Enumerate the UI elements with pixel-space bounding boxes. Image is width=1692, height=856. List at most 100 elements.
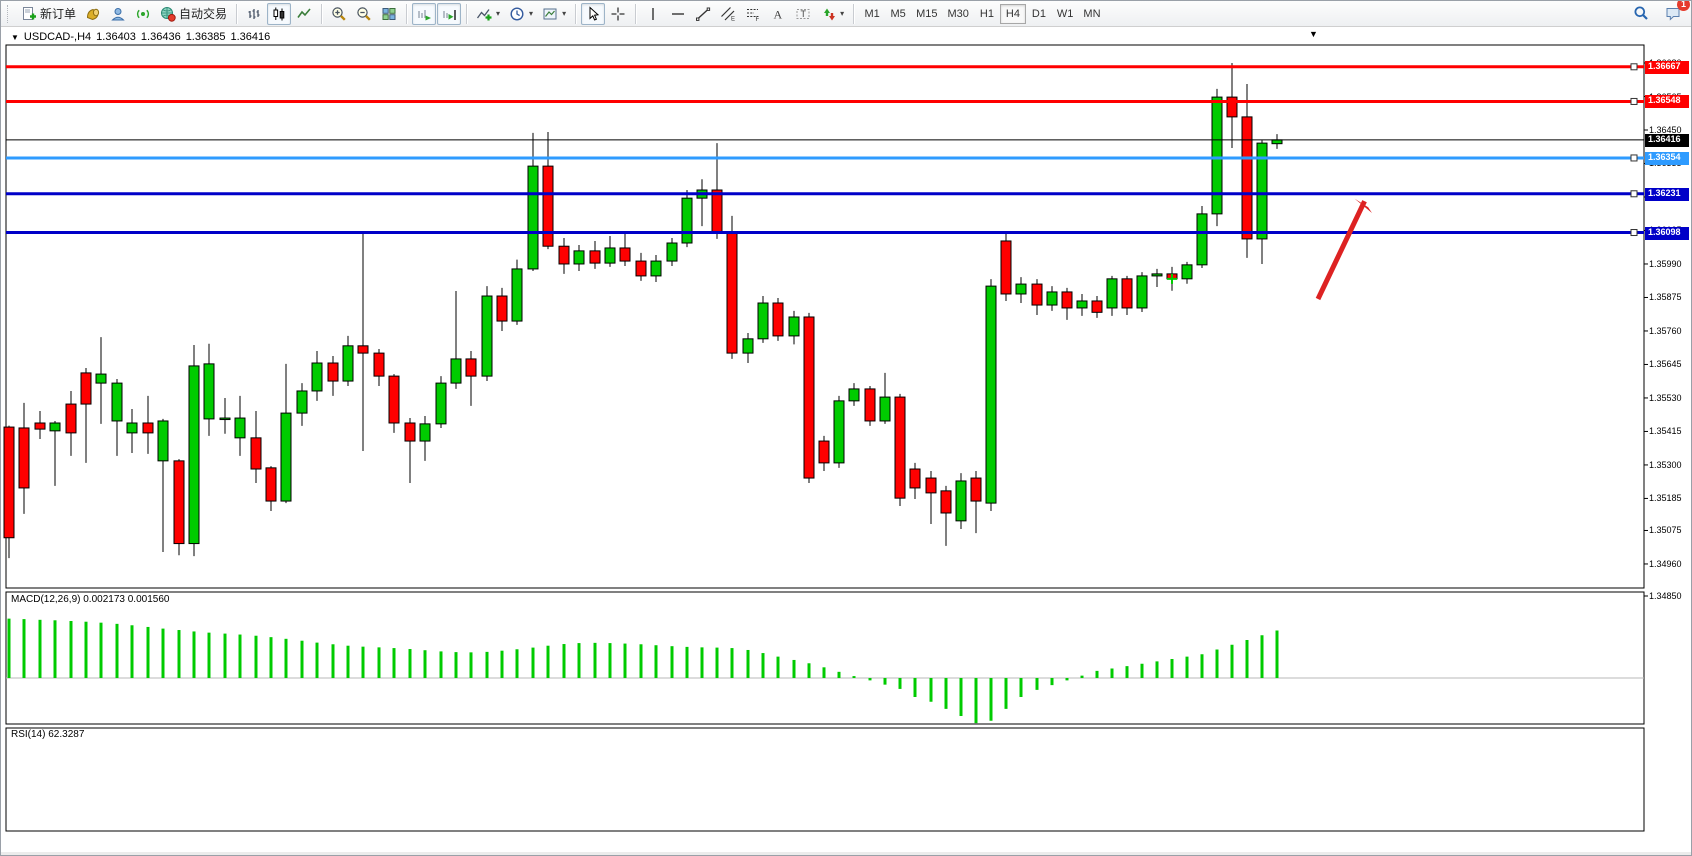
crosshair-tool-button[interactable]	[606, 3, 630, 25]
price-axis-tick-label: 1.35300	[1649, 459, 1682, 470]
candle	[1031, 283, 1043, 306]
text-label-icon: T	[795, 6, 811, 22]
candle	[419, 423, 431, 442]
notifications-button[interactable]: 1	[1661, 1, 1690, 24]
line-anchor-handle[interactable]	[1630, 229, 1638, 237]
svg-text:A: A	[774, 7, 783, 21]
candle	[342, 345, 354, 382]
candle	[1226, 96, 1238, 118]
timeframe-button-m30[interactable]: M30	[943, 4, 974, 24]
candle	[219, 417, 231, 421]
chart-title: ▼ USDCAD-,H4 1.36403 1.36436 1.36385 1.3…	[11, 31, 270, 43]
toolbar-separator	[635, 3, 637, 24]
arrow-annotation-head[interactable]	[1354, 198, 1372, 213]
macd-indicator-label: MACD(12,26,9) 0.002173 0.001560	[11, 594, 170, 605]
candle	[95, 373, 107, 384]
text-tool-icon: A	[770, 6, 786, 22]
text-label-tool-button[interactable]: T	[791, 3, 815, 25]
price-axis-tick-label: 1.34850	[1649, 591, 1682, 601]
periods-button[interactable]: ▾	[505, 3, 537, 25]
new-order-button[interactable]: 新订单	[17, 3, 80, 25]
tile-windows-icon	[381, 6, 397, 22]
timeframe-button-d1[interactable]: D1	[1026, 4, 1052, 24]
timeframe-button-h4[interactable]: H4	[999, 3, 1026, 24]
zoom-out-button[interactable]	[352, 3, 376, 25]
price-axis-tick-label: 1.35990	[1649, 258, 1682, 269]
candle	[188, 365, 200, 545]
candlestick-chart-button[interactable]	[267, 2, 292, 25]
candle	[558, 245, 570, 265]
candle	[465, 358, 477, 377]
arrow-annotation[interactable]	[1315, 200, 1367, 301]
auto-scroll-button[interactable]	[412, 2, 437, 25]
text-tool-button[interactable]: A	[766, 3, 790, 25]
bar-chart-button[interactable]	[242, 3, 266, 25]
timeframe-button-m1[interactable]: M1	[859, 4, 885, 24]
timeframe-button-h1[interactable]: H1	[974, 4, 1000, 24]
autotrading-button[interactable]: 自动交易	[156, 3, 231, 25]
toolbar-separator	[321, 3, 323, 24]
horizontal-line-tool-button[interactable]	[666, 3, 690, 25]
line-chart-button[interactable]	[292, 3, 316, 25]
chart-collapse-icon[interactable]: ▼	[11, 32, 19, 42]
chart-window[interactable]: ▼ USDCAD-,H4 1.36403 1.36436 1.36385 1.3…	[1, 28, 1692, 856]
search-button[interactable]	[1629, 2, 1653, 24]
price-axis-tick-label: 1.36450	[1649, 125, 1682, 135]
indicators-button[interactable]: ▾	[472, 3, 504, 25]
line-anchor-handle[interactable]	[1630, 190, 1638, 198]
chart-shift-button[interactable]	[437, 2, 462, 25]
chart-shift-marker[interactable]: ▼	[1309, 29, 1318, 39]
candle	[388, 375, 400, 424]
candle	[940, 490, 952, 514]
candle	[80, 372, 92, 405]
new-order-icon	[21, 6, 37, 22]
plus-marker-object[interactable]	[1167, 273, 1177, 284]
arrows-tool-button[interactable]: ▾	[816, 3, 848, 25]
alerts-button[interactable]	[81, 3, 105, 25]
tile-windows-button[interactable]	[377, 3, 401, 25]
chart-open-value: 1.36403	[96, 31, 136, 43]
dropdown-caret-icon: ▾	[840, 9, 845, 18]
candle	[1211, 96, 1223, 215]
chart-canvas[interactable]	[1, 28, 1692, 856]
signals-button[interactable]	[131, 3, 155, 25]
candle	[818, 440, 830, 464]
price-line-tag: 1.36231	[1645, 187, 1689, 201]
zoom-in-button[interactable]	[327, 3, 351, 25]
candle	[711, 189, 723, 233]
line-anchor-handle[interactable]	[1630, 97, 1638, 105]
candle	[435, 382, 447, 425]
toolbar-separator	[236, 3, 238, 24]
candle	[1241, 116, 1253, 240]
vertical-line-tool-button[interactable]	[641, 3, 665, 25]
candle	[527, 165, 539, 270]
templates-button[interactable]: ▾	[538, 3, 570, 25]
timeframe-button-m15[interactable]: M15	[911, 4, 942, 24]
line-anchor-handle[interactable]	[1630, 154, 1638, 162]
cursor-tool-button[interactable]	[581, 2, 606, 25]
candle	[742, 338, 754, 354]
search-icon	[1633, 5, 1649, 21]
timeframe-button-w1[interactable]: W1	[1052, 4, 1079, 24]
trendline-tool-button[interactable]	[691, 3, 715, 25]
candle	[173, 460, 185, 545]
channel-tool-button[interactable]: E	[716, 3, 740, 25]
toolbar-grip[interactable]	[7, 4, 13, 23]
candle	[604, 247, 616, 264]
fibonacci-tool-button[interactable]: F	[741, 3, 765, 25]
candle	[373, 352, 385, 377]
line-anchor-handle[interactable]	[1630, 63, 1638, 71]
dropdown-caret-icon: ▾	[496, 9, 501, 18]
current-price-tag: 1.36416	[1645, 133, 1689, 147]
candle	[234, 417, 246, 439]
candle	[511, 268, 523, 322]
candle	[1181, 264, 1193, 280]
timeframe-button-m5[interactable]: M5	[885, 4, 911, 24]
candle	[280, 412, 292, 502]
candle	[3, 426, 15, 539]
dropdown-caret-icon: ▾	[562, 9, 567, 18]
candle	[357, 345, 369, 354]
timeframe-button-mn[interactable]: MN	[1078, 4, 1105, 24]
community-button[interactable]	[106, 3, 130, 25]
